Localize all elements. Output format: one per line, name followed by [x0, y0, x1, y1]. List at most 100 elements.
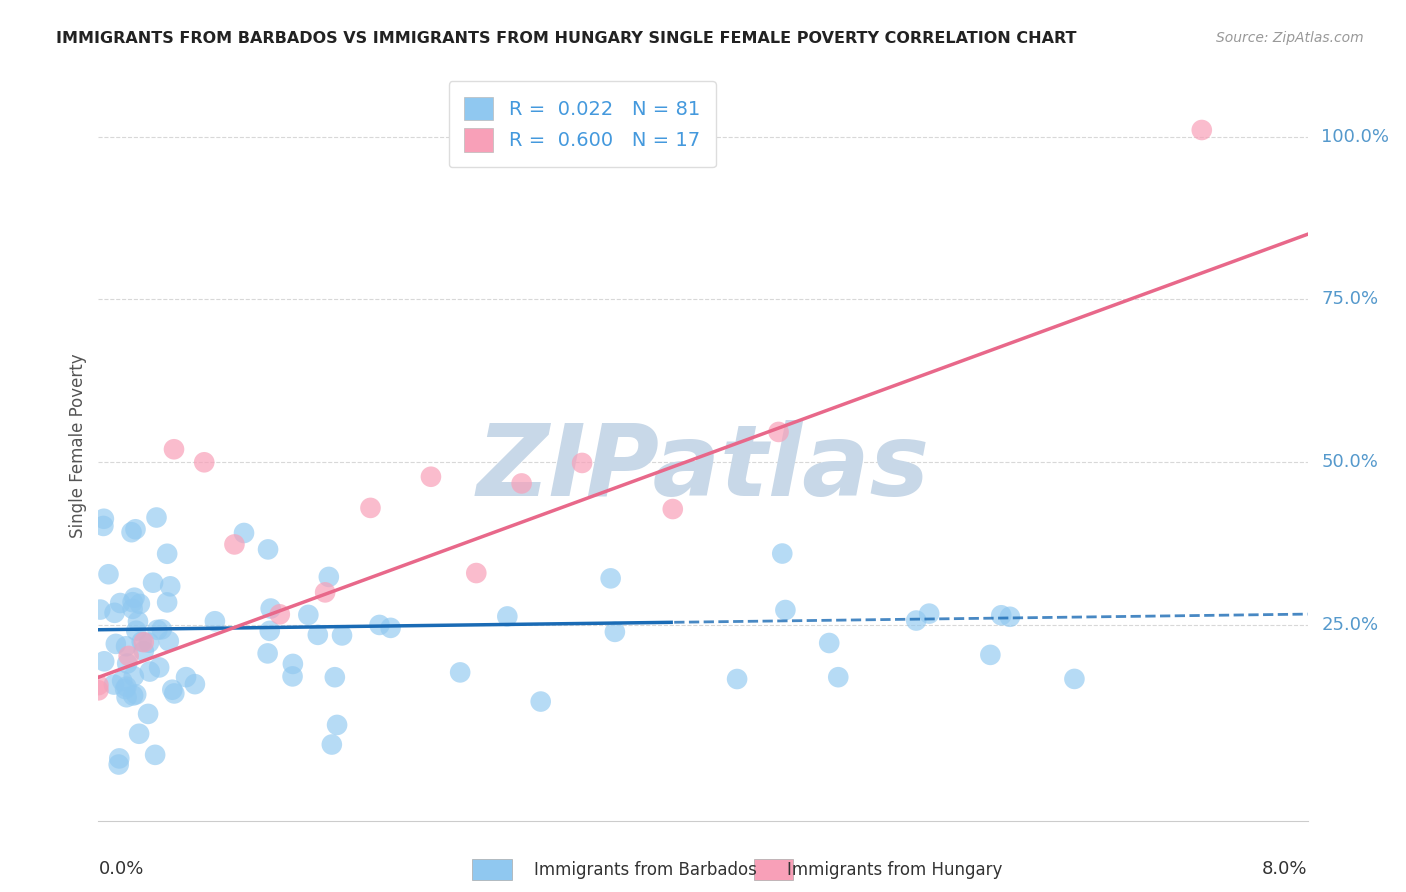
Point: [132, 644, 155, 658]
Point: [128, 727, 150, 741]
Text: 75.0%: 75.0%: [1322, 291, 1379, 309]
Point: [138, 636, 160, 650]
Legend: R =  0.022   N = 81, R =  0.600   N = 17: R = 0.022 N = 81, R = 0.600 N = 17: [449, 81, 716, 168]
Point: [979, 648, 1001, 662]
Point: [93, 654, 115, 668]
Point: [233, 526, 256, 541]
Point: [111, 673, 134, 688]
Point: [380, 621, 402, 635]
Point: [204, 614, 226, 628]
Point: [127, 615, 149, 629]
Point: [145, 510, 167, 524]
Point: [918, 607, 941, 621]
Point: [107, 757, 129, 772]
Point: [420, 469, 443, 483]
Point: [281, 657, 304, 671]
Point: [115, 680, 138, 694]
Point: [174, 670, 197, 684]
Point: [132, 635, 155, 649]
Point: [146, 623, 169, 637]
Point: [281, 669, 304, 683]
Point: [108, 596, 131, 610]
Point: [103, 677, 125, 691]
Point: [148, 660, 170, 674]
Point: [260, 601, 283, 615]
Point: [108, 751, 131, 765]
Point: [368, 618, 391, 632]
Point: [121, 595, 143, 609]
Text: Immigrants from Hungary: Immigrants from Hungary: [787, 861, 1002, 879]
Point: [125, 687, 148, 701]
Point: [131, 634, 153, 648]
Point: [115, 639, 138, 653]
Point: [297, 607, 319, 622]
Point: [257, 542, 280, 557]
Point: [118, 648, 141, 663]
Point: [998, 609, 1021, 624]
Point: [159, 579, 181, 593]
Point: [571, 456, 593, 470]
Point: [323, 670, 346, 684]
Point: [775, 603, 797, 617]
Point: [104, 637, 127, 651]
Point: [321, 738, 343, 752]
Point: [125, 624, 148, 638]
Point: [1191, 123, 1213, 137]
Point: [326, 718, 349, 732]
Point: [465, 566, 488, 580]
Text: IMMIGRANTS FROM BARBADOS VS IMMIGRANTS FROM HUNGARY SINGLE FEMALE POVERTY CORREL: IMMIGRANTS FROM BARBADOS VS IMMIGRANTS F…: [56, 31, 1077, 46]
Point: [184, 677, 207, 691]
Point: [103, 606, 125, 620]
Point: [156, 595, 179, 609]
Point: [770, 547, 793, 561]
Point: [827, 670, 849, 684]
Point: [496, 609, 519, 624]
Point: [818, 636, 841, 650]
Point: [89, 602, 111, 616]
Point: [97, 567, 120, 582]
Point: [143, 747, 166, 762]
Text: 50.0%: 50.0%: [1322, 453, 1378, 471]
Point: [115, 657, 138, 671]
Text: 25.0%: 25.0%: [1322, 616, 1379, 634]
Point: [256, 647, 278, 661]
Point: [510, 476, 533, 491]
Point: [122, 669, 145, 683]
Text: 100.0%: 100.0%: [1322, 128, 1389, 145]
Point: [128, 597, 150, 611]
Point: [530, 695, 553, 709]
Point: [150, 623, 173, 637]
Point: [122, 689, 145, 703]
Point: [224, 537, 246, 551]
Point: [162, 682, 184, 697]
Point: [124, 591, 146, 605]
Point: [661, 502, 683, 516]
Point: [93, 512, 115, 526]
Point: [121, 525, 143, 540]
Point: [768, 425, 790, 439]
Point: [124, 522, 146, 536]
Point: [307, 628, 329, 642]
Point: [87, 683, 110, 698]
Text: Immigrants from Barbados: Immigrants from Barbados: [534, 861, 758, 879]
Text: 8.0%: 8.0%: [1263, 860, 1308, 878]
Point: [314, 585, 336, 599]
Point: [1063, 672, 1085, 686]
Point: [725, 672, 748, 686]
Point: [163, 686, 186, 700]
Point: [156, 547, 179, 561]
Point: [360, 500, 382, 515]
Point: [93, 519, 115, 533]
Point: [163, 442, 186, 457]
Point: [114, 681, 136, 696]
Point: [905, 614, 928, 628]
Point: [259, 624, 281, 638]
Point: [139, 665, 162, 679]
Point: [269, 607, 291, 622]
Point: [318, 570, 340, 584]
Text: Source: ZipAtlas.com: Source: ZipAtlas.com: [1216, 31, 1364, 45]
Point: [157, 634, 180, 648]
Text: 0.0%: 0.0%: [98, 860, 143, 878]
Point: [115, 690, 138, 705]
Point: [599, 571, 621, 585]
